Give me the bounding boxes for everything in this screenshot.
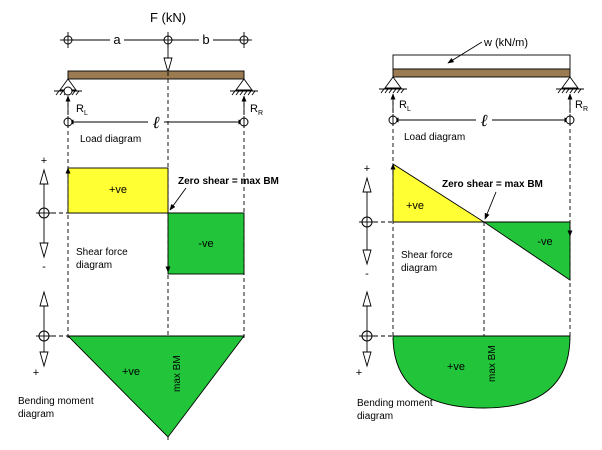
- shear-negative-block: [167, 212, 245, 275]
- moment-triangle: [66, 335, 245, 438]
- dimension-a-label: a: [113, 32, 121, 47]
- zero-shear-pointer: [169, 187, 187, 211]
- bm-diagram-label-line1: Bending moment: [357, 398, 433, 409]
- reaction-right-label: RR: [575, 99, 588, 113]
- shear-plus-sign: +: [41, 155, 47, 167]
- shear-positive-block: [67, 167, 169, 214]
- dimension-line: a b: [60, 32, 252, 48]
- reaction-right-label: RR: [250, 103, 263, 117]
- roller-support-icon: [556, 76, 584, 94]
- pin-support-icon: [379, 76, 407, 94]
- shear-minus-sign: -: [42, 261, 46, 273]
- udl-label: w (kN/m): [483, 37, 528, 49]
- shear-diagram-label-line1: Shear force: [76, 247, 128, 258]
- moment-parabola: [392, 335, 571, 409]
- max-bm-label: max BM: [172, 355, 183, 392]
- span-line: ℓ: [388, 110, 575, 130]
- reaction-left-label: RL: [399, 99, 411, 113]
- shear-sign-axis-icon: [36, 168, 52, 259]
- force-label: F (kN): [150, 10, 186, 25]
- bm-diagram-label-line2: diagram: [357, 411, 393, 422]
- shear-diagram-label-line2: diagram: [76, 260, 112, 271]
- dimension-b-label: b: [202, 32, 209, 47]
- zero-shear-pointer: [484, 191, 497, 220]
- shear-sign-axis-icon: [359, 176, 375, 266]
- reaction-left-label: RL: [76, 103, 88, 117]
- beam: [67, 70, 245, 80]
- beam: [392, 68, 571, 78]
- zero-shear-label: Zero shear = max BM: [442, 179, 543, 190]
- udl-block: [392, 54, 571, 70]
- dimension-node-icon: [236, 32, 252, 48]
- shear-diagram-label-line1: Shear force: [401, 250, 453, 261]
- right-udl-diagram: w (kN/m) RL RR: [356, 37, 588, 422]
- roller-support-icon: [230, 78, 258, 96]
- shear-negative-label: -ve: [198, 238, 213, 250]
- shear-negative-label: -ve: [537, 236, 552, 248]
- shear-diagram-label-line2: diagram: [401, 263, 437, 274]
- bm-diagram-label-line1: Bending moment: [18, 396, 94, 407]
- shear-minus-sign: -: [365, 268, 369, 280]
- load-diagram-label: Load diagram: [80, 134, 141, 145]
- force-arrow-icon: [163, 40, 173, 74]
- moment-positive-label: +ve: [447, 361, 465, 373]
- moment-plus-sign: +: [33, 367, 39, 379]
- bm-diagram-label-line2: diagram: [18, 409, 54, 420]
- span-label: ℓ: [480, 111, 487, 130]
- moment-sign-axis-icon: [36, 290, 52, 368]
- udl-pointer: [447, 41, 483, 64]
- shear-positive-triangle: [392, 163, 486, 223]
- span-label: ℓ: [152, 113, 159, 132]
- zero-shear-label: Zero shear = max BM: [178, 176, 279, 187]
- max-bm-label: max BM: [487, 345, 498, 382]
- moment-plus-sign: +: [356, 367, 362, 379]
- span-line: ℓ: [63, 112, 249, 132]
- dimension-node-icon: [60, 32, 76, 48]
- shear-negative-triangle: [482, 221, 571, 281]
- shear-positive-label: +ve: [406, 200, 424, 212]
- load-diagram-label: Load diagram: [404, 132, 465, 143]
- left-point-load-diagram: a b F (kN) RL: [18, 10, 279, 440]
- moment-sign-axis-icon: [359, 290, 375, 368]
- moment-positive-label: +ve: [122, 366, 140, 378]
- shear-positive-label: +ve: [109, 184, 127, 196]
- shear-plus-sign: +: [364, 163, 370, 175]
